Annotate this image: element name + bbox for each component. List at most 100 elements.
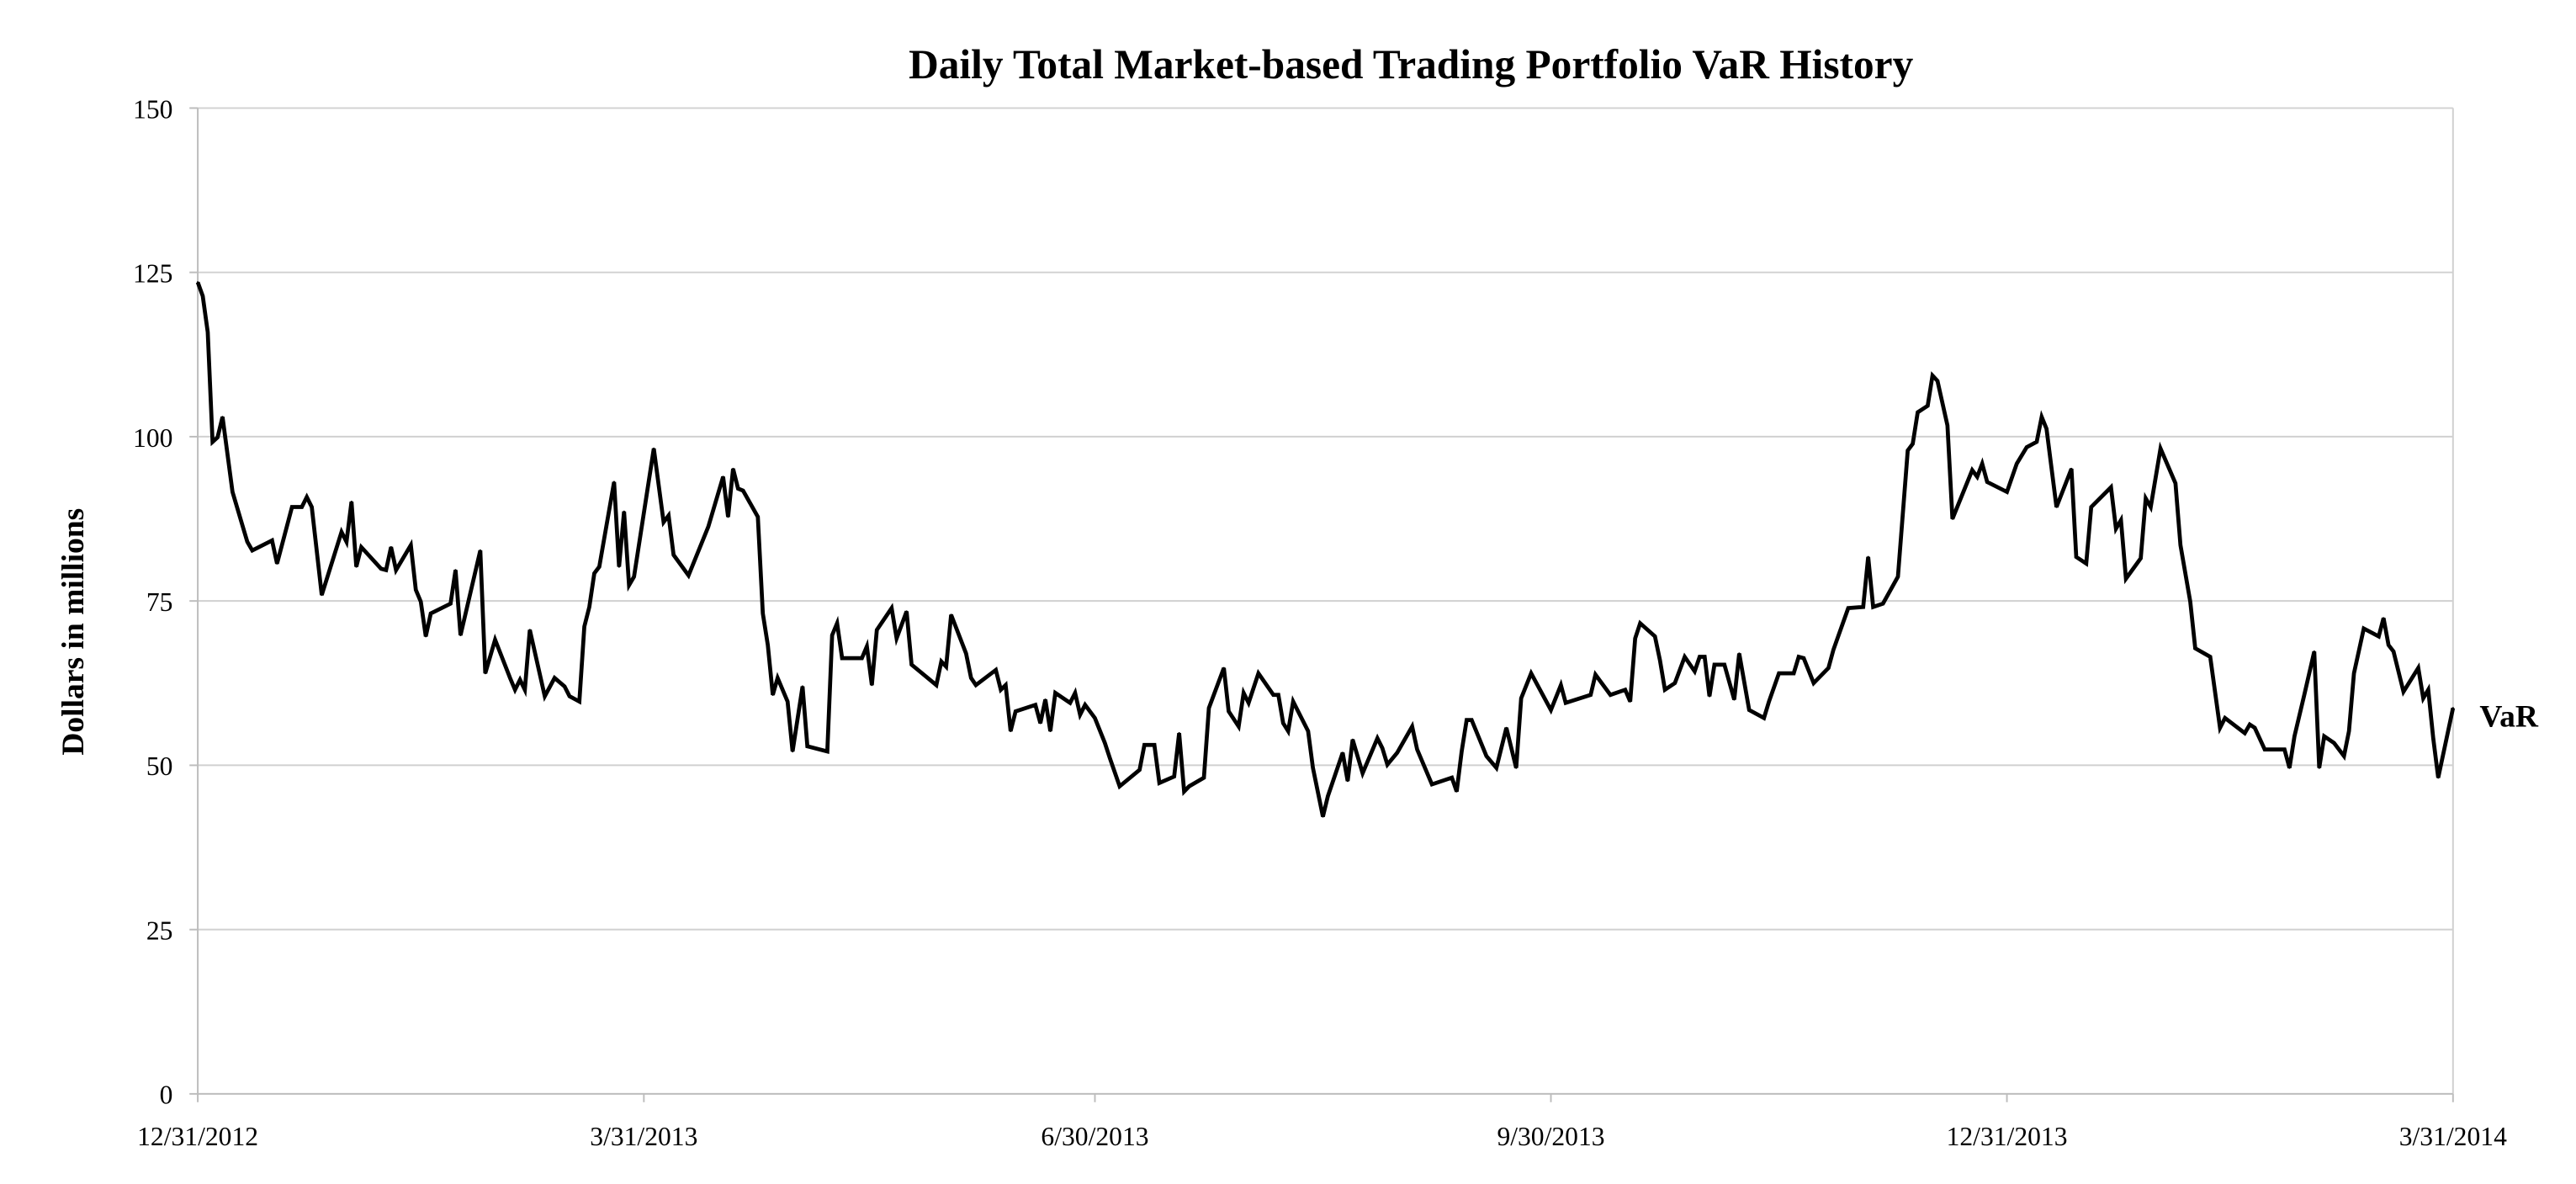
data-point [196,281,199,284]
data-point [1639,622,1641,624]
data-point [950,613,952,616]
data-point [321,593,323,597]
data-point [1466,719,1468,721]
data-point [2045,427,2048,430]
y-tick-label: 100 [133,423,172,453]
data-point [1867,555,1869,559]
data-point [2417,666,2420,669]
data-point [1713,663,1716,666]
data-point [732,467,734,470]
data-point [2055,506,2058,508]
data-point [2283,748,2286,751]
data-point [999,688,1002,691]
data-point [1778,672,1780,675]
data-point [593,572,596,575]
data-point [528,629,531,631]
data-point [612,481,616,483]
data-point [1708,695,1711,698]
data-point [424,635,427,638]
data-point [310,506,313,508]
data-point [1202,776,1206,779]
data-point [1455,790,1458,793]
data-point [2075,555,2078,559]
data-point [861,656,863,660]
data-point [687,574,690,576]
data-point [1049,730,1052,733]
y-axis-ticks: 0 25 50 75 100 125 150 [133,94,199,1110]
data-point [494,639,496,641]
data-point [484,672,487,675]
data-point [2293,735,2296,738]
data-point [1663,688,1667,691]
y-tick-label: 75 [146,587,173,617]
data-point [1143,744,1146,746]
data-point [1827,666,1830,669]
data-point [1015,710,1017,713]
data-point [2224,717,2226,719]
data-point [1039,722,1042,725]
data-point [761,612,764,615]
data-point [2174,482,2177,485]
data-point [756,516,760,518]
data-point [1104,741,1106,745]
data-point [1748,709,1751,711]
y-axis-label: Dollars in millions [56,508,91,756]
data-point [1693,670,1696,672]
data-point [1609,693,1612,696]
x-tick-label: 3/31/2014 [2399,1122,2507,1151]
data-point [2427,688,2430,691]
data-point [1084,703,1086,706]
data-point [1257,672,1260,675]
x-tick-label: 9/30/2013 [1497,1122,1604,1151]
data-point [2323,735,2325,738]
data-point [454,569,457,571]
data-point [1560,683,1562,687]
data-point [2343,755,2345,757]
data-point [390,545,393,549]
data-point [2025,446,2028,449]
data-point [791,750,794,753]
data-point [1207,707,1211,709]
data-point [211,440,214,443]
data-point [2422,697,2425,699]
data-point [1872,606,1874,608]
data-point [340,530,343,534]
data-point [1792,672,1795,675]
y-tick-label: 125 [133,259,172,289]
data-point [667,514,670,517]
data-point [1471,719,1473,721]
gridlines [198,107,2454,1094]
data-point [1624,688,1627,691]
x-tick-label: 12/31/2012 [137,1122,258,1151]
data-point [623,510,625,513]
series-label-var: VaR [2479,699,2538,734]
data-point [1862,606,1864,608]
data-point [1118,785,1121,788]
data-point [588,606,591,608]
data-point [514,688,517,691]
data-point [2383,617,2385,619]
data-point [384,569,388,571]
data-point [2090,506,2092,508]
data-point [1272,693,1275,696]
data-point [459,634,462,637]
data-point [1911,443,1914,445]
data-point [1931,374,1934,377]
data-point [737,487,739,490]
data-point [945,666,947,668]
data-point [1505,726,1508,730]
data-point [2040,416,2043,418]
data-point [1291,700,1295,703]
data-point [890,607,893,609]
data-point [1515,767,1518,769]
data-point [1485,755,1488,757]
data-point [568,695,571,698]
data-point [2347,730,2351,733]
data-point [1985,481,1989,483]
data-point [2115,528,2118,530]
data-point [1079,714,1082,716]
data-point [2035,440,2038,443]
data-point [1247,702,1250,704]
x-tick-label: 3/31/2013 [590,1122,697,1151]
